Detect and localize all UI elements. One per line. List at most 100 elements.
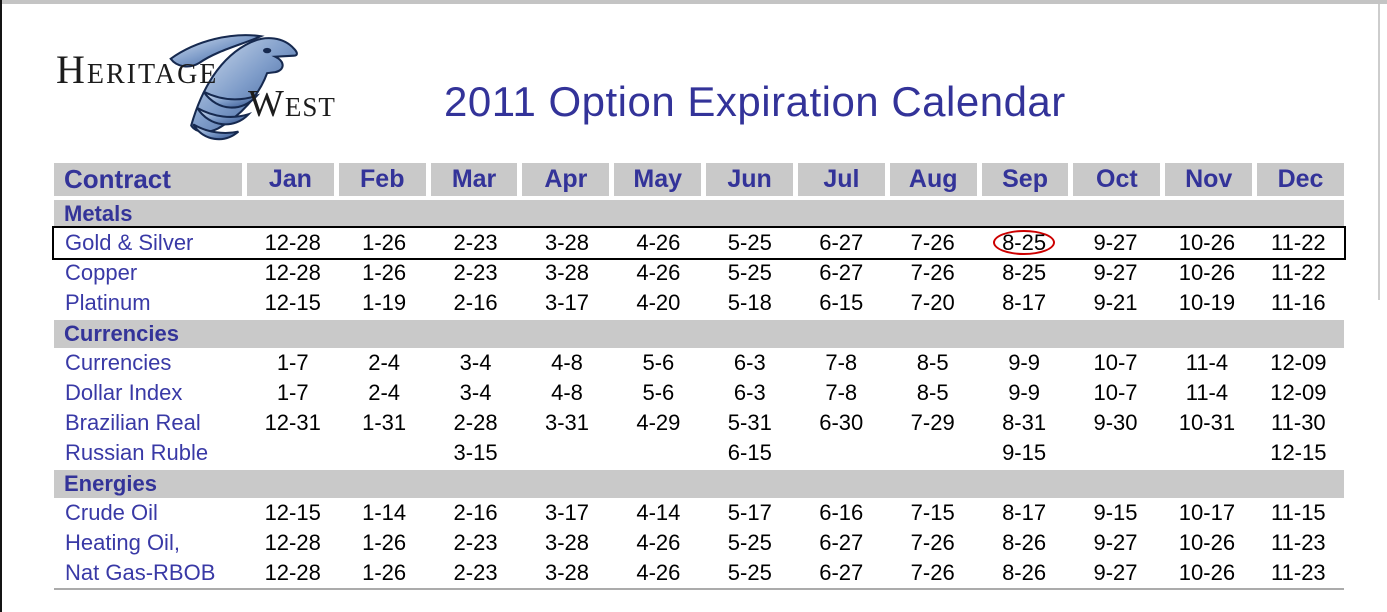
date-cell: 9-27 — [1070, 530, 1161, 556]
date-cell: 9-27 — [1070, 260, 1161, 286]
date-cell: 10-7 — [1070, 350, 1161, 376]
expiration-date: 3-28 — [544, 560, 589, 585]
date-cell: 2-23 — [430, 530, 521, 556]
date-cell: 11-22 — [1253, 260, 1344, 286]
expiration-date: 5-25 — [727, 530, 772, 555]
expiration-date: 7-29 — [910, 410, 955, 435]
expiration-date: 6-30 — [819, 410, 864, 435]
expiration-date-circled: 8-25 — [993, 230, 1056, 255]
expiration-date: 12-31 — [264, 410, 321, 435]
expiration-date: 2-4 — [368, 380, 401, 405]
expiration-date: 11-22 — [1271, 230, 1326, 255]
contract-label: Currencies — [65, 350, 172, 375]
expiration-date: 5-6 — [642, 380, 675, 405]
date-cell: 5-25 — [704, 530, 795, 556]
date-cell: 10-26 — [1161, 230, 1252, 256]
date-cell: 10-31 — [1161, 410, 1252, 436]
expiration-date: 12-15 — [264, 500, 321, 525]
date-cell: 3-28 — [521, 560, 612, 586]
date-cell: 4-14 — [613, 500, 704, 526]
expiration-date: 12-28 — [264, 230, 321, 255]
expiration-date: 6-3 — [733, 380, 766, 405]
table-row-gold-silver: Gold & Silver 12-28 1-26 2-23 3-28 4-26 5-25 6-… — [52, 226, 1346, 260]
date-cell: 10-26 — [1161, 530, 1252, 556]
date-cell: 6-3 — [704, 380, 795, 406]
expiration-date: 5-18 — [727, 290, 772, 315]
expiration-date: 6-16 — [819, 500, 864, 525]
date-cell: 3-15 — [430, 440, 521, 466]
expiration-date: 4-26 — [636, 230, 681, 255]
expiration-date: 5-25 — [727, 230, 772, 255]
column-header-feb: Feb — [338, 163, 426, 196]
date-cell: 6-3 — [704, 350, 795, 376]
expiration-date: 12-28 — [264, 260, 321, 285]
contract-label: Brazilian Real — [65, 410, 201, 435]
column-header-aug: Aug — [889, 163, 977, 196]
contract-label: Heating Oil, — [65, 530, 180, 555]
date-cell: 8-5 — [887, 380, 978, 406]
expiration-date: 9-15 — [1093, 500, 1138, 525]
date-cell: 4-26 — [613, 230, 704, 256]
date-cell: 7-29 — [887, 410, 978, 436]
date-cell: 7-26 — [887, 530, 978, 556]
date-cell: 6-27 — [796, 530, 887, 556]
expiration-date: 10-19 — [1178, 290, 1236, 315]
date-cell: 2-23 — [430, 260, 521, 286]
date-cell: 6-16 — [796, 500, 887, 526]
date-cell: 5-25 — [704, 230, 795, 256]
section-header-metals: Metals — [54, 200, 1344, 228]
date-cell: 8-17 — [978, 290, 1069, 316]
expiration-date: 6-27 — [819, 560, 864, 585]
date-cell: 7-26 — [887, 230, 978, 256]
expiration-date: 10-26 — [1178, 230, 1236, 255]
expiration-date: 7-26 — [910, 530, 955, 555]
expiration-date: 7-26 — [910, 560, 955, 585]
expiration-date: 2-23 — [453, 560, 498, 585]
date-cell: 2-23 — [430, 230, 521, 256]
expiration-date: 8-5 — [916, 380, 949, 405]
date-cell: 8-25 — [978, 230, 1069, 256]
expiration-date: 9-27 — [1093, 530, 1138, 555]
expiration-date: 3-17 — [544, 290, 589, 315]
date-cell: 3-31 — [521, 410, 612, 436]
date-cell: 11-15 — [1253, 500, 1344, 526]
date-cell: 10-26 — [1161, 560, 1252, 586]
date-cell: 1-19 — [338, 290, 429, 316]
date-cell: 10-26 — [1161, 260, 1252, 286]
column-header-dec: Dec — [1257, 163, 1344, 196]
expiration-date: 8-25 — [1002, 260, 1047, 285]
date-cell: 12-28 — [247, 560, 338, 586]
column-header-jun: Jun — [706, 163, 793, 196]
column-header-may: May — [614, 163, 702, 196]
expiration-date: 2-16 — [453, 290, 498, 315]
date-cell: 9-27 — [1070, 560, 1161, 586]
expiration-date: 8-17 — [1002, 500, 1047, 525]
column-header-jul: Jul — [797, 163, 885, 196]
expiration-date: 4-20 — [636, 290, 681, 315]
date-cell: 10-7 — [1070, 380, 1161, 406]
window-edge-right — [1378, 4, 1380, 300]
contract-label: Copper — [65, 260, 138, 285]
date-cell: 3-28 — [521, 530, 612, 556]
logo-text-west: West — [248, 83, 336, 125]
date-cell: 11-30 — [1253, 410, 1344, 436]
expiration-date: 1-7 — [276, 350, 309, 375]
contract-label: Nat Gas-RBOB — [65, 560, 216, 585]
date-cell: 4-26 — [613, 260, 704, 286]
date-cell: 6-30 — [796, 410, 887, 436]
table-row-copper: Copper 12-28 1-26 2-23 3-28 4-26 5-25 6-27 7-26 8… — [54, 258, 1344, 288]
date-cell: 11-4 — [1161, 380, 1252, 406]
date-cell: 6-27 — [796, 560, 887, 586]
date-cell: 1-26 — [338, 560, 429, 586]
expiration-date: 10-26 — [1178, 260, 1236, 285]
contract-label: Crude Oil — [65, 500, 158, 525]
date-cell: 10-17 — [1161, 500, 1252, 526]
date-cell: 9-15 — [978, 440, 1069, 466]
expiration-date: 3-4 — [459, 380, 492, 405]
heritage-west-logo: Heritage West — [55, 28, 385, 146]
column-header-apr: Apr — [522, 163, 610, 196]
date-cell: 1-31 — [338, 410, 429, 436]
date-cell: 3-4 — [430, 380, 521, 406]
expiration-date: 3-31 — [544, 410, 589, 435]
date-cell: 2-16 — [430, 290, 521, 316]
